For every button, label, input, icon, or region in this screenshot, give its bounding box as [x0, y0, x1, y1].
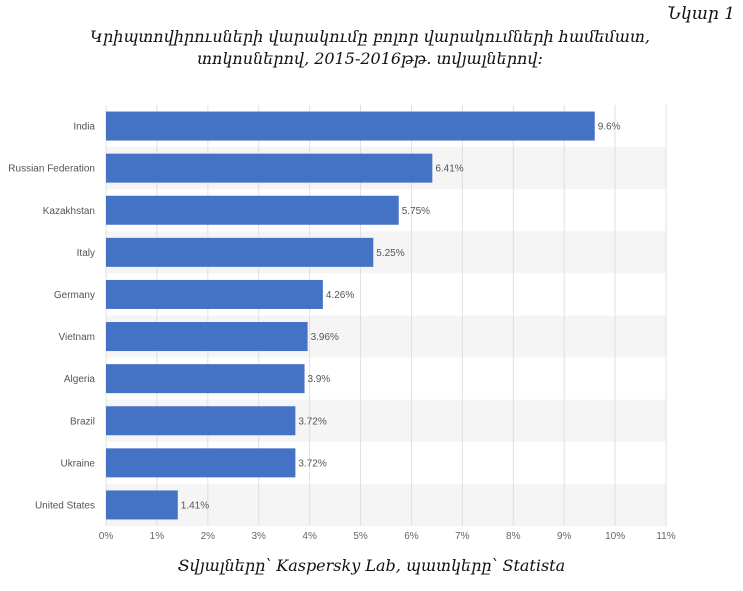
- data-label: 1.41%: [181, 500, 209, 511]
- source-note: Տվյալները՝ Kaspersky Lab, պատկերը՝ Stati…: [177, 556, 566, 575]
- bar: [106, 322, 308, 352]
- data-label: 3.72%: [298, 416, 326, 427]
- x-tick-label: 0%: [99, 531, 114, 542]
- x-tick-label: 9%: [557, 531, 572, 542]
- chart-title-line-2: տոկոսներով, 2015-2016թթ. տվյալներով:: [197, 49, 543, 68]
- bars: [106, 111, 595, 520]
- bar: [106, 448, 296, 478]
- x-tick-label: 2%: [201, 531, 216, 542]
- data-label: 3.9%: [308, 374, 331, 385]
- x-tick-label: 6%: [404, 531, 419, 542]
- category-label: Brazil: [70, 416, 95, 427]
- category-label: Russian Federation: [8, 164, 95, 175]
- bar: [106, 279, 323, 309]
- x-tick-label: 8%: [506, 531, 521, 542]
- bar: [106, 111, 595, 141]
- category-label: Vietnam: [58, 332, 95, 343]
- x-tick-label: 1%: [150, 531, 165, 542]
- category-label: Ukraine: [61, 458, 96, 469]
- x-tick-label: 4%: [302, 531, 317, 542]
- x-tick-label: 7%: [455, 531, 470, 542]
- data-label: 5.75%: [402, 206, 430, 217]
- bar: [106, 237, 374, 267]
- category-labels: India Russian Federation Kazakhstan Italy Ge…: [8, 122, 95, 512]
- row-stripe: [106, 483, 666, 526]
- data-label: 9.6%: [598, 122, 621, 133]
- x-tick-label: 5%: [353, 531, 368, 542]
- bar: [106, 195, 399, 225]
- data-label: 6.41%: [435, 164, 463, 175]
- category-label: Italy: [77, 248, 95, 259]
- bar: [106, 490, 178, 520]
- category-label: Kazakhstan: [43, 206, 95, 217]
- bar: [106, 406, 296, 436]
- x-tick-label: 10%: [605, 531, 625, 542]
- category-label: United States: [35, 500, 95, 511]
- x-tick-label: 3%: [252, 531, 267, 542]
- bar: [106, 364, 305, 394]
- category-label: India: [73, 122, 95, 133]
- value-labels: 9.6% 6.41% 5.75% 5.25% 4.26% 3.96% 3.9% 3.72% 3.…: [181, 122, 621, 512]
- category-label: Germany: [54, 290, 95, 301]
- x-axis-tick-labels: 0% 1% 2% 3% 4% 5% 6% 7% 8% 9% 10% 11%: [99, 531, 676, 542]
- data-label: 3.96%: [311, 332, 339, 343]
- category-label: Algeria: [64, 374, 96, 385]
- x-tick-label: 11%: [656, 531, 675, 542]
- data-label: 4.26%: [326, 290, 354, 301]
- data-label: 3.72%: [298, 458, 326, 469]
- data-label: 5.25%: [376, 248, 404, 259]
- bar: [106, 153, 433, 183]
- chart-title-line-1: Կրիպտովիրուսների վարակումը բոլոր վարակու…: [90, 27, 650, 46]
- chart-title: Կրիպտովիրուսների վարակումը բոլոր վարակու…: [20, 26, 720, 70]
- figure-label: Նկար 1: [667, 4, 735, 24]
